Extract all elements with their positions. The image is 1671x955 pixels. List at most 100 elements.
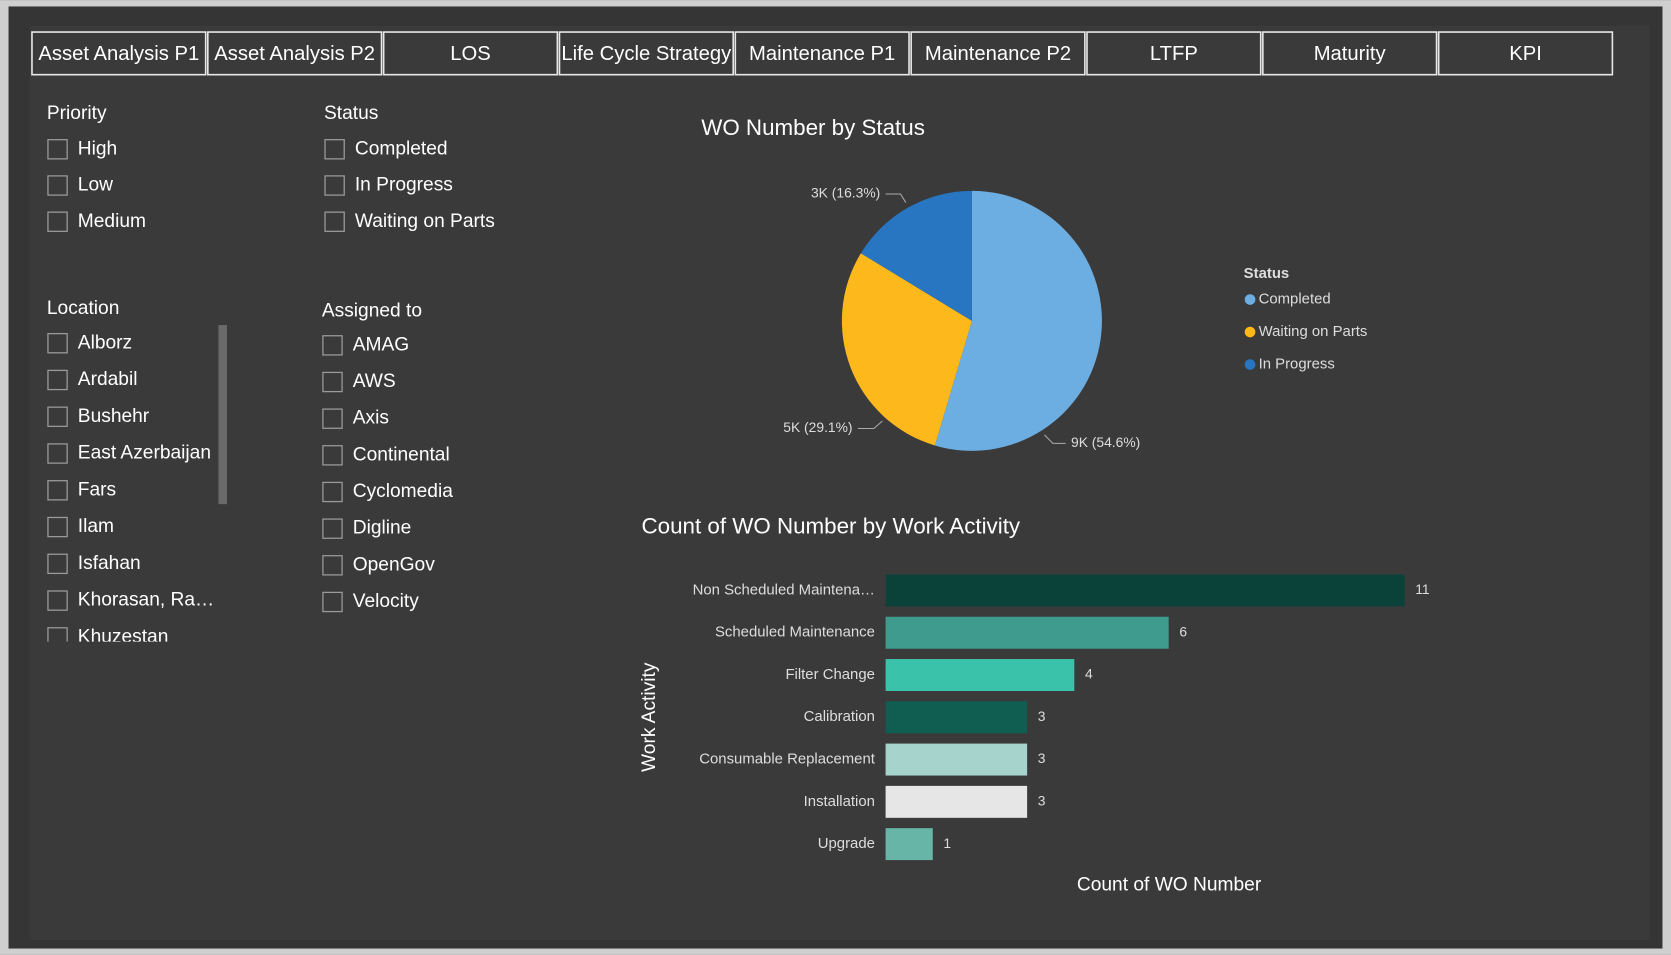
- slicer-item-label[interactable]: Khorasan, Ra…: [78, 590, 214, 611]
- slicer-item-label[interactable]: Ardabil: [78, 369, 138, 390]
- tab-button[interactable]: [382, 31, 559, 76]
- checkbox[interactable]: [47, 332, 68, 354]
- data-label: 4: [1085, 666, 1093, 682]
- tab-label[interactable]: Maintenance P2: [925, 43, 1071, 65]
- tab-label[interactable]: LTFP: [1150, 43, 1198, 65]
- slicer-item-label[interactable]: AMAG: [353, 334, 409, 355]
- slicer-item-label[interactable]: Khuzestan: [78, 626, 169, 647]
- tab-button[interactable]: [734, 31, 910, 76]
- slicer-item-label[interactable]: AWS: [353, 371, 396, 392]
- slicer-item[interactable]: Ardabil: [47, 369, 138, 391]
- checkbox[interactable]: [322, 481, 343, 503]
- checkbox[interactable]: [324, 139, 345, 160]
- slicer-item[interactable]: Khuzestan: [47, 626, 169, 647]
- tab-label[interactable]: Maturity: [1314, 43, 1387, 65]
- slicer-item[interactable]: Medium: [47, 211, 146, 232]
- tab[interactable]: KPI: [1437, 31, 1614, 76]
- tab-label[interactable]: LOS: [450, 43, 491, 65]
- slicer-item[interactable]: Khorasan, Ra…: [47, 590, 214, 611]
- checkbox[interactable]: [47, 516, 68, 538]
- slicer-item-label[interactable]: Medium: [78, 211, 146, 232]
- tab-button[interactable]: [1437, 31, 1614, 76]
- slicer-item[interactable]: High: [47, 138, 117, 160]
- slicer-item-label[interactable]: Continental: [353, 444, 450, 465]
- checkbox[interactable]: [47, 139, 68, 160]
- slicer-item[interactable]: Digline: [322, 518, 412, 539]
- checkbox[interactable]: [322, 335, 343, 356]
- slicer-item[interactable]: Fars: [47, 479, 116, 501]
- tab-button[interactable]: [207, 31, 383, 76]
- slicer-item[interactable]: East Azerbaijan: [47, 443, 211, 464]
- checkbox[interactable]: [322, 408, 343, 429]
- checkbox[interactable]: [324, 175, 345, 196]
- slicer-item-label[interactable]: Alborz: [78, 332, 132, 353]
- slicer-item-label[interactable]: Digline: [353, 518, 412, 539]
- slicer-item-label[interactable]: East Azerbaijan: [78, 443, 211, 464]
- slicer-item-label[interactable]: Ilam: [78, 516, 114, 537]
- slicer-item[interactable]: AWS: [322, 371, 396, 393]
- tab-button[interactable]: [31, 31, 207, 76]
- checkbox[interactable]: [47, 406, 68, 427]
- slicer-item[interactable]: In Progress: [324, 175, 453, 196]
- tab-label[interactable]: Asset Analysis P1: [38, 43, 199, 65]
- slicer-item[interactable]: Bushehr: [47, 406, 150, 427]
- slicer-item[interactable]: Low: [47, 175, 113, 196]
- slicer-item-label[interactable]: Waiting on Parts: [355, 211, 495, 232]
- slicer-item-label[interactable]: Axis: [353, 408, 389, 429]
- tab-button[interactable]: [1262, 31, 1438, 76]
- slicer-item-label[interactable]: Bushehr: [78, 406, 150, 427]
- tab[interactable]: Maintenance P2: [910, 31, 1086, 76]
- slicer: Location Alborz Ardabil Bushehr East Azerbai…: [47, 298, 214, 647]
- slicer-item-label[interactable]: Completed: [355, 138, 448, 159]
- slicer-item[interactable]: Completed: [324, 138, 448, 160]
- slicers: Priority High Low Medium Status Completed In P…: [47, 103, 495, 647]
- checkbox[interactable]: [47, 443, 68, 464]
- slicer-item[interactable]: AMAG: [322, 334, 409, 356]
- tab[interactable]: LOS: [382, 31, 559, 76]
- slicer-item[interactable]: Isfahan: [47, 553, 141, 575]
- tab[interactable]: Asset Analysis P1: [31, 31, 207, 76]
- tab-button[interactable]: [1086, 31, 1262, 76]
- tab-label[interactable]: KPI: [1509, 43, 1542, 65]
- checkbox[interactable]: [324, 211, 345, 232]
- slicer-item-label[interactable]: Fars: [78, 479, 116, 500]
- slicer-item-label[interactable]: In Progress: [355, 175, 453, 196]
- tab[interactable]: Life Cycle Strategy: [558, 31, 734, 76]
- checkbox[interactable]: [322, 555, 343, 576]
- slicer-item-label[interactable]: Velocity: [353, 591, 419, 612]
- checkbox[interactable]: [47, 175, 68, 196]
- tab[interactable]: Asset Analysis P2: [207, 31, 383, 76]
- tab-button[interactable]: [558, 31, 734, 76]
- tab-label[interactable]: Asset Analysis P2: [214, 43, 375, 65]
- slicer-item[interactable]: Axis: [322, 408, 389, 429]
- checkbox[interactable]: [322, 445, 343, 466]
- checkbox[interactable]: [47, 369, 68, 391]
- slicer-item[interactable]: Velocity: [322, 591, 419, 613]
- checkbox[interactable]: [47, 480, 68, 501]
- checkbox[interactable]: [322, 591, 343, 613]
- slicer-item[interactable]: Waiting on Parts: [324, 211, 495, 232]
- slicer-item-label[interactable]: Cyclomedia: [353, 481, 453, 502]
- checkbox[interactable]: [322, 371, 343, 393]
- slicer-item-label[interactable]: Low: [78, 175, 113, 196]
- checkbox[interactable]: [47, 553, 68, 575]
- tab[interactable]: Maturity: [1262, 31, 1438, 76]
- slicer-item[interactable]: Ilam: [47, 516, 114, 538]
- checkbox[interactable]: [47, 211, 68, 232]
- slicer-item-label[interactable]: Isfahan: [78, 553, 141, 574]
- slicer-item[interactable]: OpenGov: [322, 554, 435, 576]
- tab-label[interactable]: Life Cycle Strategy: [561, 43, 732, 65]
- scrollbar[interactable]: [218, 325, 227, 505]
- checkbox[interactable]: [47, 627, 68, 647]
- tab-label[interactable]: Maintenance P1: [749, 43, 895, 65]
- tab-button[interactable]: [910, 31, 1086, 76]
- slicer-item-label[interactable]: OpenGov: [353, 554, 435, 575]
- slicer-item[interactable]: Alborz: [47, 332, 132, 354]
- slicer-item[interactable]: Continental: [322, 444, 450, 466]
- slicer-item[interactable]: Cyclomedia: [322, 481, 453, 503]
- checkbox[interactable]: [322, 518, 343, 539]
- tab[interactable]: Maintenance P1: [734, 31, 910, 76]
- checkbox[interactable]: [47, 590, 68, 611]
- slicer-item-label[interactable]: High: [78, 138, 117, 159]
- tab[interactable]: LTFP: [1086, 31, 1262, 76]
